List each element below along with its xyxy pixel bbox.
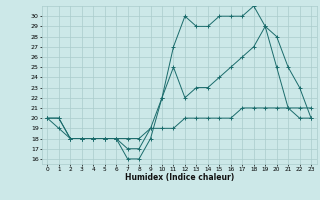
- X-axis label: Humidex (Indice chaleur): Humidex (Indice chaleur): [124, 173, 234, 182]
